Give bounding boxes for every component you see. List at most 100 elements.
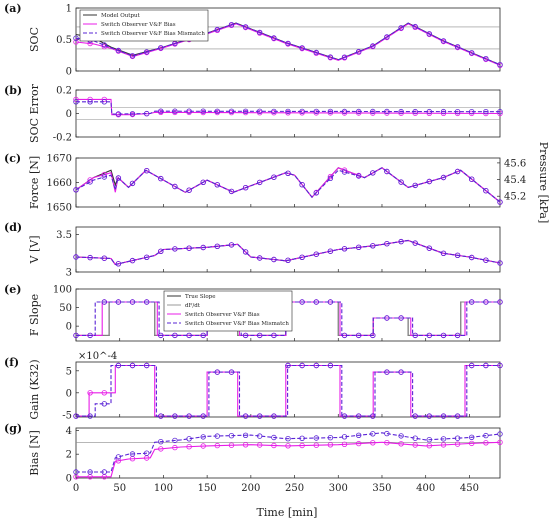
panel-label: (e) (4, 283, 21, 296)
y-tick-label: 0.5 (56, 35, 72, 46)
data-point (469, 362, 475, 369)
plot-area (75, 427, 501, 479)
scale-note: ×10^-4 (78, 351, 117, 362)
data-point (412, 413, 418, 419)
data-point (73, 187, 79, 193)
y-right-tick-label: 45.4 (504, 175, 526, 186)
y-tick-label: 0 (66, 322, 72, 333)
data-point (172, 108, 178, 114)
data-point (384, 315, 390, 321)
data-point (440, 442, 447, 448)
data-point (412, 182, 418, 189)
data-point (129, 451, 136, 457)
data-point (341, 441, 348, 447)
data-point (271, 108, 277, 115)
data-point (469, 434, 475, 440)
data-point (228, 442, 235, 448)
data-point (186, 108, 192, 114)
data-point (341, 110, 348, 116)
data-point (327, 435, 334, 441)
data-point (412, 435, 418, 441)
data-point (257, 255, 263, 261)
data-point (469, 299, 475, 305)
panel-label: (d) (4, 221, 22, 234)
data-point (87, 179, 93, 185)
data-point (313, 108, 319, 115)
data-point (129, 362, 136, 369)
data-point (87, 332, 93, 339)
data-point (384, 240, 390, 247)
legend-entry: Model Output (101, 13, 141, 19)
data-point (398, 179, 404, 185)
data-point (271, 35, 277, 41)
series-line (76, 301, 500, 336)
data-point (497, 431, 503, 437)
x-tick-label: 150 (198, 483, 217, 494)
y-axis-label: Bias [N] (28, 430, 41, 476)
data-point (299, 435, 305, 441)
y-axis-label: F Slope (28, 294, 41, 336)
data-point (87, 390, 93, 396)
panel-3: 1650 1660 1670 45.2 45.4 45.6 Pressure [kPa] (c… (4, 142, 550, 224)
data-point (73, 35, 79, 41)
data-point (186, 187, 192, 193)
data-point (101, 299, 107, 305)
data-point (200, 244, 206, 251)
y-tick-label: 5 (66, 366, 72, 377)
legend-entry: Switch Observer V&F Bias (185, 312, 260, 318)
data-point (341, 54, 348, 60)
data-point (257, 442, 263, 448)
data-point (172, 444, 178, 451)
y-tick-label: 1650 (47, 203, 72, 214)
data-point (313, 49, 319, 56)
data-point (469, 50, 475, 56)
data-point (214, 442, 220, 449)
plot-area (75, 157, 501, 208)
data-point (257, 108, 263, 114)
data-point (172, 332, 178, 339)
x-axis-label: Time [min] (257, 506, 318, 519)
data-point (143, 110, 150, 117)
data-point (228, 242, 235, 248)
y-tick-label: 0 (66, 109, 72, 120)
data-point (398, 315, 404, 321)
data-point (398, 441, 404, 447)
data-point (483, 56, 489, 62)
data-point (440, 110, 447, 116)
data-point (440, 108, 447, 115)
data-point (186, 245, 192, 251)
data-point (483, 362, 489, 369)
data-point (158, 175, 164, 182)
data-point (454, 168, 461, 175)
data-point (115, 261, 122, 267)
data-point (115, 175, 122, 181)
panel-label: (f) (4, 356, 19, 369)
data-point (454, 413, 461, 419)
data-point (313, 362, 319, 369)
data-point (115, 458, 122, 464)
data-point (186, 436, 192, 442)
data-point (398, 238, 404, 245)
data-point (285, 257, 291, 263)
data-point (285, 40, 291, 47)
data-point (158, 446, 164, 452)
data-point (341, 167, 348, 173)
data-point (101, 96, 107, 103)
data-point (214, 108, 220, 114)
y-tick-label: 100 (53, 285, 72, 296)
panel-5: 0 50 100 (e) F Slope True Slope dF/dt Switch Ob… (4, 283, 503, 342)
data-point (398, 369, 404, 375)
x-tick-label: 250 (285, 483, 304, 494)
data-point (384, 369, 390, 375)
data-point (440, 38, 447, 44)
data-point (327, 442, 334, 448)
series-line (76, 98, 501, 116)
y-axis-label: SOC Error (28, 83, 41, 143)
data-point (228, 369, 235, 375)
data-point (242, 442, 249, 448)
data-point (158, 439, 164, 445)
data-point (313, 299, 319, 305)
data-point (101, 43, 107, 50)
data-point (469, 176, 475, 182)
data-point (186, 444, 192, 450)
